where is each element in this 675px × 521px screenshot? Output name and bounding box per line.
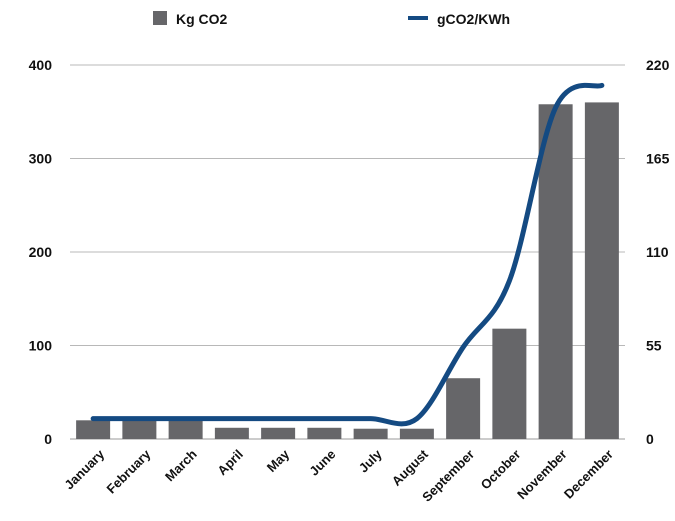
x-tick-label: October xyxy=(478,447,524,493)
bar xyxy=(307,428,341,439)
x-tick-label: July xyxy=(356,446,386,476)
bar xyxy=(122,420,156,439)
x-tick-label: November xyxy=(514,447,570,503)
x-tick-label: December xyxy=(561,447,616,502)
left-axis: 0 100 200 300 400 xyxy=(29,57,53,447)
bar xyxy=(215,428,249,439)
right-tick-label: 165 xyxy=(646,151,670,167)
left-tick-label: 200 xyxy=(29,244,53,260)
x-tick-label: May xyxy=(264,446,293,475)
x-tick-label: April xyxy=(214,447,246,479)
x-tick-label: February xyxy=(104,446,154,496)
bar xyxy=(400,429,434,439)
right-tick-label: 110 xyxy=(646,244,669,260)
bar xyxy=(354,429,388,439)
x-tick-label: January xyxy=(61,446,107,492)
left-tick-label: 400 xyxy=(29,57,53,73)
bar xyxy=(492,329,526,439)
legend: Kg CO2 gCO2/KWh xyxy=(153,11,510,27)
legend-bar-swatch xyxy=(153,11,167,25)
legend-bar-label: Kg CO2 xyxy=(176,11,228,27)
bar xyxy=(539,104,573,439)
bar-series xyxy=(76,102,619,439)
bar xyxy=(169,420,203,439)
left-tick-label: 300 xyxy=(29,151,53,167)
bar xyxy=(261,428,295,439)
bar xyxy=(585,102,619,439)
right-axis: 0 55 110 165 220 xyxy=(646,57,670,447)
right-tick-label: 55 xyxy=(646,338,662,354)
x-tick-label: June xyxy=(306,447,338,479)
bar xyxy=(446,378,480,439)
left-tick-label: 0 xyxy=(44,431,52,447)
right-tick-label: 220 xyxy=(646,57,670,73)
x-tick-label: March xyxy=(162,446,200,484)
bar xyxy=(76,420,110,439)
x-tick-label: August xyxy=(389,446,432,489)
right-tick-label: 0 xyxy=(646,431,654,447)
left-tick-label: 100 xyxy=(29,338,53,354)
legend-line-label: gCO2/KWh xyxy=(437,11,510,27)
